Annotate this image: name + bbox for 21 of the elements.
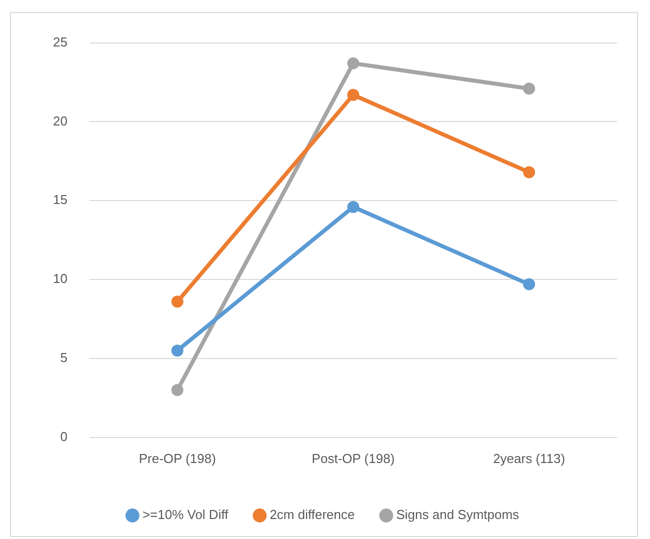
y-tick-label: 15	[52, 192, 68, 208]
y-tick-label: 5	[60, 350, 68, 366]
point	[523, 166, 536, 178]
legend-label: >=10% Vol Diff	[142, 507, 229, 522]
y-tick-label: 20	[52, 113, 68, 128]
point	[523, 278, 536, 290]
point	[347, 88, 360, 101]
x-tick-label: 2years (113)	[493, 450, 566, 466]
point	[347, 57, 360, 70]
y-tick-label: 0	[60, 428, 68, 444]
point	[171, 344, 184, 357]
x-tick-label: Post-OP (198)	[312, 450, 395, 466]
point	[523, 82, 536, 95]
x-tick-label: Pre-OP (198)	[138, 450, 216, 466]
legend-label: Signs and Symtpoms	[396, 507, 520, 522]
y-tick-label: 25	[52, 34, 68, 50]
y-tick-label: 10	[52, 271, 68, 286]
legend-label: 2cm difference	[270, 507, 355, 522]
point	[347, 200, 360, 213]
point	[171, 296, 184, 308]
point	[171, 384, 184, 396]
